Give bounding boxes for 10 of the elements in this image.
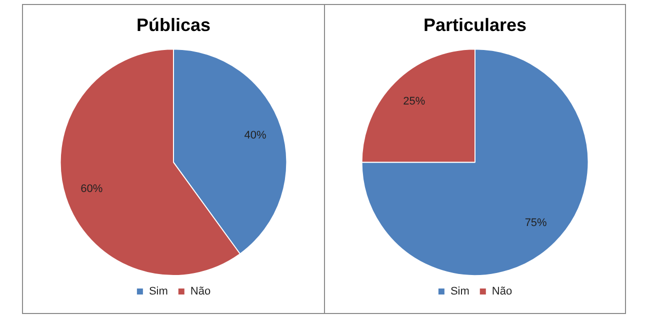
data-label: 40% [244,130,267,142]
chart-title: Públicas [136,14,211,35]
legend-label: Sim [148,286,168,298]
legend-label: Não [190,286,211,298]
data-label: 75% [524,217,548,230]
legend-label: Sim [450,286,470,298]
data-label: 60% [80,182,103,195]
data-label: 25% [403,95,426,108]
legend-label: Não [492,286,512,298]
chart-title: Particulares [423,14,527,35]
